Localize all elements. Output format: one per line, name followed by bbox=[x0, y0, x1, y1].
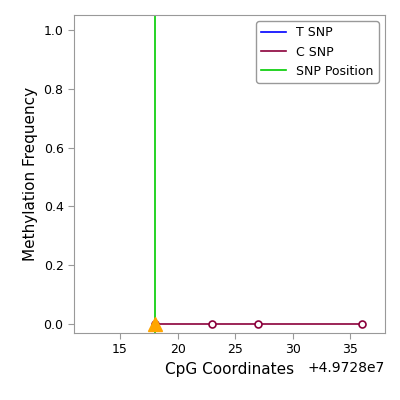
Y-axis label: Methylation Frequency: Methylation Frequency bbox=[23, 87, 38, 261]
Legend: T SNP, C SNP, SNP Position: T SNP, C SNP, SNP Position bbox=[256, 21, 379, 83]
X-axis label: CpG Coordinates: CpG Coordinates bbox=[165, 362, 294, 377]
